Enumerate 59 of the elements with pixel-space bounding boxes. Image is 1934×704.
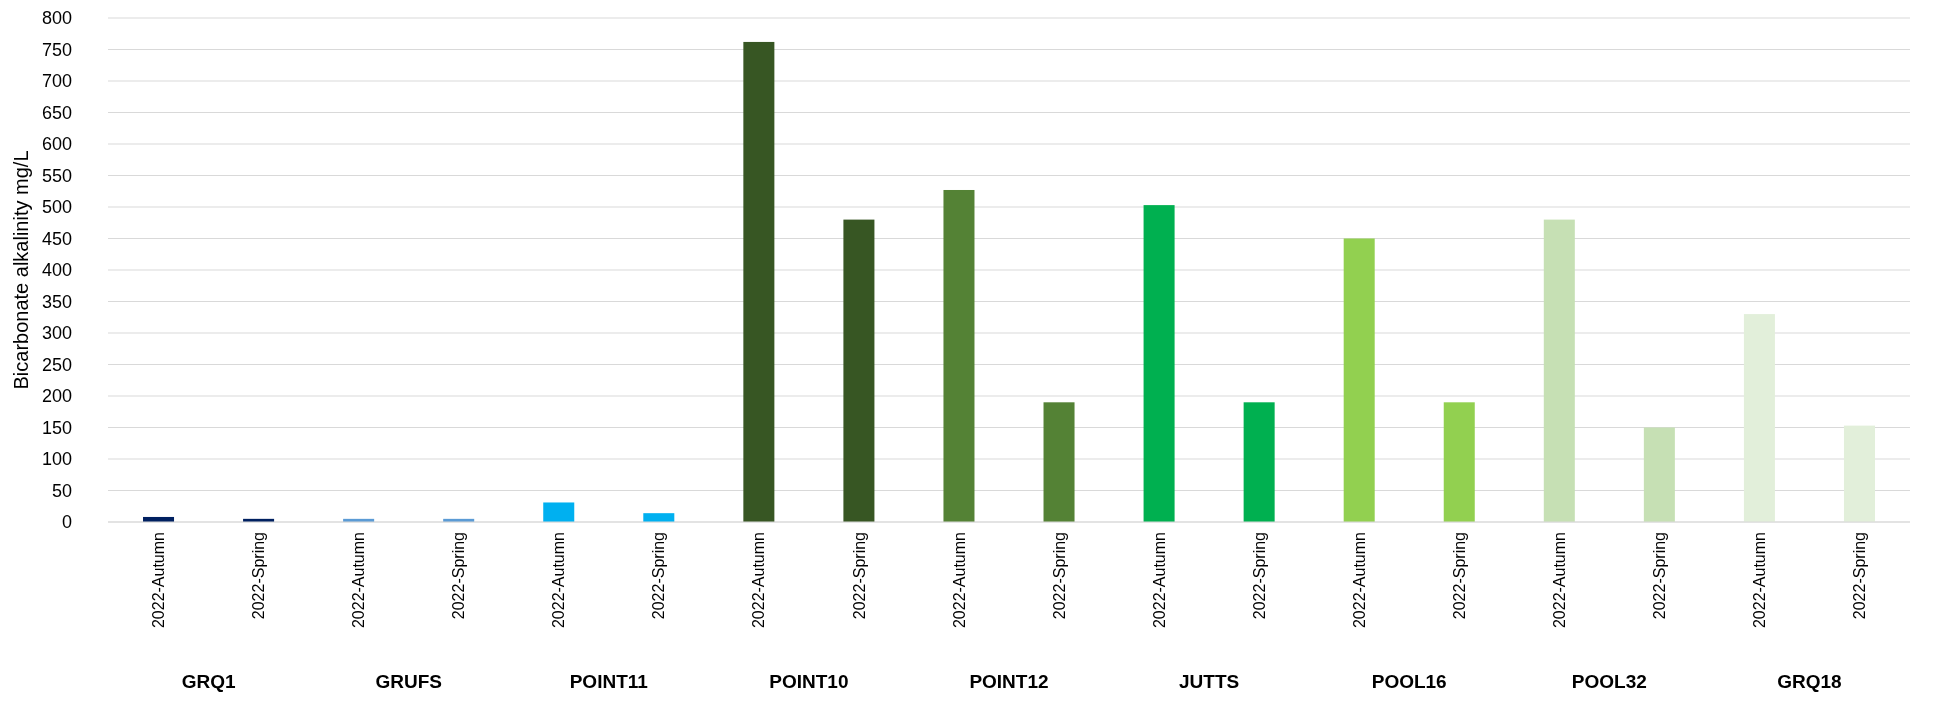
x-tick-label: 2022-Autumn <box>1150 532 1168 629</box>
y-tick-label: 400 <box>41 260 72 281</box>
x-tick-label: 2022-Autumn <box>950 532 968 629</box>
text: GRQ18 <box>1777 671 1842 692</box>
x-tick-label: 2022-Autumn <box>350 532 368 629</box>
y-tick-label: 450 <box>41 228 72 249</box>
y-tick-label: 200 <box>41 386 72 407</box>
text: POOL32 <box>1571 671 1647 692</box>
y-tick-label: 550 <box>41 165 72 186</box>
y-tick-label: 0 <box>61 512 72 533</box>
x-tick-label: 2022-Spring <box>850 532 868 620</box>
bar <box>1043 402 1075 522</box>
x-tick-label: 2022-Autumn <box>1751 532 1769 629</box>
y-tick-label: 800 <box>41 8 72 29</box>
y-tick-label: 150 <box>41 417 72 438</box>
y-tick-label: 100 <box>41 449 72 470</box>
y-tick-label: 700 <box>41 71 72 92</box>
x-tick-label: 2022-Autumn <box>1350 532 1368 629</box>
x-tick-label: 2022-Spring <box>1050 532 1068 620</box>
x-tick-label: 2022-Autumn <box>550 532 568 629</box>
bar <box>1843 425 1875 522</box>
x-tick-label: 2022-Autumn <box>750 532 768 629</box>
text: JUTTS <box>1179 671 1240 692</box>
y-axis-title: Bicarbonate alkalinity mg/L <box>10 150 32 390</box>
bar <box>1743 314 1775 522</box>
bar <box>1343 238 1375 522</box>
y-tick-label: 500 <box>41 197 72 218</box>
y-tick-label: 50 <box>51 480 72 501</box>
x-tick-label: 2022-Spring <box>1650 532 1668 620</box>
x-tick-label: 2022-Spring <box>1450 532 1468 620</box>
y-tick-label: 300 <box>41 323 72 344</box>
x-tick-label: 2022-Autumn <box>150 532 168 629</box>
bar <box>943 189 975 522</box>
bar <box>1543 219 1575 522</box>
x-tick-label: 2022-Spring <box>250 532 268 620</box>
bar <box>1443 402 1475 522</box>
x-tick-label: 2022-Spring <box>1250 532 1268 620</box>
x-tick-label: 2022-Spring <box>1851 532 1869 620</box>
text: POOL16 <box>1371 671 1447 692</box>
x-tick-label: 2022-Spring <box>650 532 668 620</box>
text: POINT10 <box>769 671 849 692</box>
text: POINT11 <box>569 671 649 692</box>
y-tick-label: 350 <box>41 291 72 312</box>
bar <box>1143 205 1175 522</box>
y-tick-label: 600 <box>41 134 72 155</box>
x-tick-label: 2022-Autumn <box>1550 532 1568 629</box>
text: POINT12 <box>969 671 1049 692</box>
y-tick-label: 750 <box>41 39 72 60</box>
bar <box>843 219 875 522</box>
bar <box>543 502 575 522</box>
y-tick-label: 250 <box>41 354 72 375</box>
bar <box>1243 402 1275 522</box>
bar <box>743 41 775 522</box>
bar <box>643 513 675 522</box>
bar <box>1643 427 1675 522</box>
text: GRQ1 <box>181 671 236 692</box>
y-tick-label: 650 <box>41 102 72 123</box>
text: GRUFS <box>375 671 442 692</box>
x-tick-label: 2022-Spring <box>450 532 468 620</box>
